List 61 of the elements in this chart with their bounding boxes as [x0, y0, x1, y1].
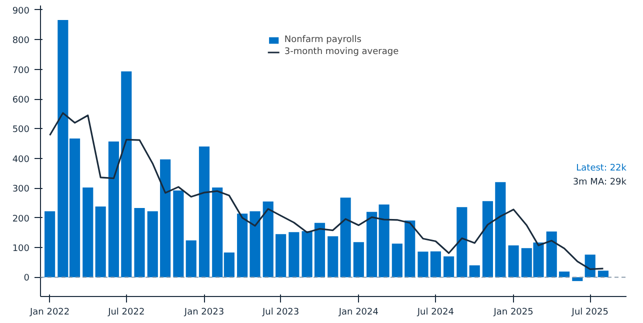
x-tick-label: Jul 2022: [107, 308, 145, 318]
y-tick-label: 0: [24, 274, 30, 284]
bar: [147, 211, 158, 278]
annotation: 3m MA: 29k: [572, 178, 628, 188]
bar: [121, 71, 132, 278]
bar: [546, 231, 557, 278]
bar: [584, 254, 596, 278]
bar: [160, 159, 171, 278]
y-tick-label: 100: [12, 244, 30, 254]
y-tick-label: 800: [12, 36, 30, 46]
bar: [198, 146, 210, 278]
bar: [237, 214, 248, 278]
bar: [508, 245, 519, 278]
x-tick-label: Jul 2024: [416, 308, 454, 318]
bar: [250, 211, 260, 278]
bar: [276, 234, 286, 278]
bar: [288, 232, 300, 278]
bar: [392, 244, 402, 278]
y-tick-label: 900: [12, 6, 30, 16]
bar: [95, 206, 106, 278]
x-tick-label: Jul 2025: [570, 308, 608, 318]
bar: [262, 201, 274, 278]
x-tick-label: Jan 2022: [28, 308, 70, 318]
bar: [328, 236, 338, 278]
bar: [559, 272, 570, 278]
x-tick-label: Jan 2024: [338, 308, 379, 318]
y-tick-label: 600: [12, 96, 30, 106]
x-tick-label: Jan 2025: [492, 308, 534, 318]
bar: [598, 270, 609, 278]
annotation: Latest: 22k: [576, 164, 628, 174]
bar: [134, 208, 145, 278]
x-tick-label: Jul 2023: [262, 308, 300, 318]
y-tick-label: 300: [12, 184, 30, 195]
bar: [302, 231, 312, 278]
bar: [456, 207, 468, 278]
bar: [430, 251, 441, 278]
y-tick-label: 400: [12, 154, 30, 165]
bar: [82, 188, 94, 278]
bar: [572, 277, 583, 282]
bar: [314, 222, 326, 278]
bar: [173, 190, 184, 278]
bar: [482, 201, 494, 278]
bar: [366, 212, 378, 278]
bar: [444, 256, 454, 278]
y-tick-label: 500: [12, 125, 30, 136]
bar: [495, 182, 506, 278]
x-tick-label: Jan 2023: [183, 308, 224, 318]
y-tick-label: 700: [12, 66, 30, 76]
bar: [340, 198, 351, 278]
bar: [418, 252, 428, 278]
bar: [378, 204, 390, 278]
bar: [186, 240, 196, 278]
line-series: [49, 112, 604, 270]
y-tick-label: 200: [12, 214, 30, 224]
legend-label: Nonfarm payrolls: [284, 35, 362, 45]
bar: [108, 142, 119, 278]
bar: [353, 242, 364, 278]
bar: [404, 220, 416, 278]
legend-label: 3-month moving average: [284, 47, 399, 57]
bar: [44, 211, 56, 278]
bar: [469, 265, 480, 278]
